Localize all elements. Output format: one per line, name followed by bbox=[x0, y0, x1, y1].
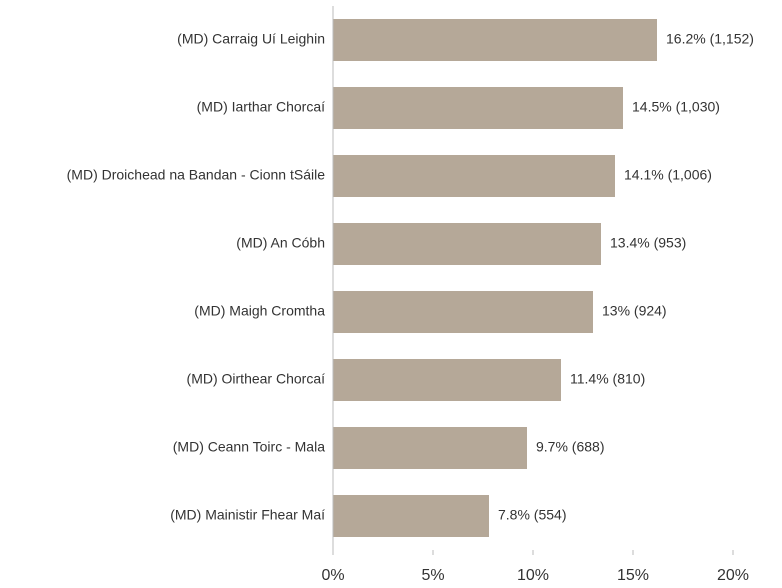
value-label: 7.8% (554) bbox=[498, 507, 566, 523]
value-label: 14.1% (1,006) bbox=[624, 167, 712, 183]
x-tick-label: 5% bbox=[421, 567, 444, 584]
bar bbox=[333, 427, 527, 469]
bar bbox=[333, 291, 593, 333]
y-tick-label: (MD) Mainistir Fhear Maí bbox=[170, 507, 325, 523]
y-tick-label: (MD) Oirthear Chorcaí bbox=[187, 371, 326, 387]
bar bbox=[333, 19, 657, 61]
x-tick-label: 0% bbox=[321, 567, 344, 584]
value-label: 13.4% (953) bbox=[610, 235, 686, 251]
x-tick-label: 20% bbox=[717, 567, 749, 584]
y-tick-label: (MD) Carraig Uí Leighin bbox=[177, 31, 325, 47]
value-label: 14.5% (1,030) bbox=[632, 99, 720, 115]
x-tick-label: 15% bbox=[617, 567, 649, 584]
y-tick-label: (MD) Iarthar Chorcaí bbox=[197, 99, 325, 115]
value-label: 11.4% (810) bbox=[570, 371, 645, 387]
y-tick-label: (MD) Ceann Toirc - Mala bbox=[173, 439, 325, 455]
x-tick-label: 10% bbox=[517, 567, 549, 584]
value-label: 13% (924) bbox=[602, 303, 667, 319]
y-tick-label: (MD) Maigh Cromtha bbox=[194, 303, 325, 319]
value-label: 9.7% (688) bbox=[536, 439, 604, 455]
value-label: 16.2% (1,152) bbox=[666, 31, 754, 47]
bar bbox=[333, 359, 561, 401]
y-tick-label: (MD) An Cóbh bbox=[236, 235, 325, 251]
bar bbox=[333, 155, 615, 197]
bar bbox=[333, 87, 623, 129]
y-tick-label: (MD) Droichead na Bandan - Cionn tSáile bbox=[67, 167, 326, 183]
bar bbox=[333, 223, 601, 265]
bar bbox=[333, 495, 489, 537]
